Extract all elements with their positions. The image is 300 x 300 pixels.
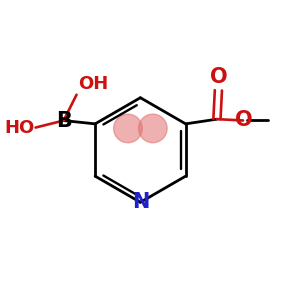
Circle shape	[114, 114, 142, 143]
Text: N: N	[132, 192, 149, 212]
Text: OH: OH	[78, 75, 108, 93]
Text: O: O	[235, 110, 252, 130]
Circle shape	[139, 114, 167, 143]
Text: B: B	[56, 110, 72, 130]
Text: HO: HO	[4, 118, 34, 136]
Text: O: O	[210, 67, 227, 87]
